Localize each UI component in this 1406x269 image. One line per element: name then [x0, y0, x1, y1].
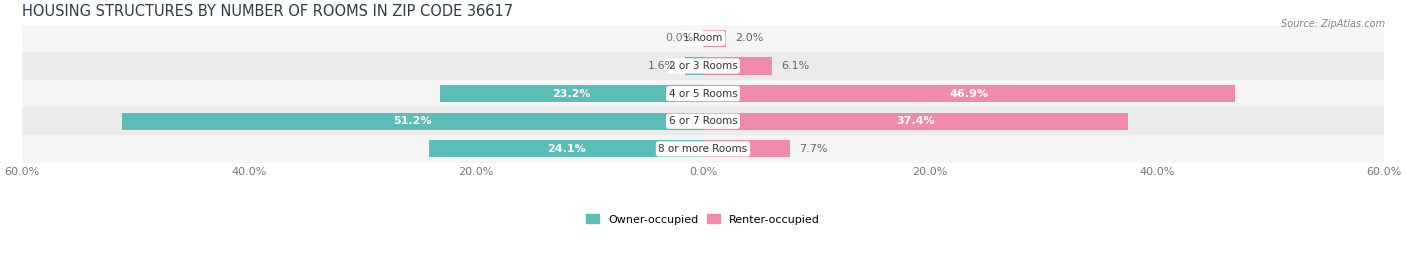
Text: 23.2%: 23.2% — [553, 89, 591, 99]
Text: 4 or 5 Rooms: 4 or 5 Rooms — [669, 89, 737, 99]
Text: 6.1%: 6.1% — [782, 61, 810, 71]
Bar — [703, 57, 772, 75]
Bar — [21, 107, 1385, 135]
Text: 7.7%: 7.7% — [800, 144, 828, 154]
Text: HOUSING STRUCTURES BY NUMBER OF ROOMS IN ZIP CODE 36617: HOUSING STRUCTURES BY NUMBER OF ROOMS IN… — [21, 4, 513, 19]
Bar — [440, 85, 703, 102]
Text: Source: ZipAtlas.com: Source: ZipAtlas.com — [1281, 19, 1385, 29]
Text: 24.1%: 24.1% — [547, 144, 585, 154]
Bar — [21, 52, 1385, 80]
Text: 1 Room: 1 Room — [683, 33, 723, 43]
Text: 2 or 3 Rooms: 2 or 3 Rooms — [669, 61, 737, 71]
Bar — [122, 113, 703, 130]
Text: 6 or 7 Rooms: 6 or 7 Rooms — [669, 116, 737, 126]
Text: 8 or more Rooms: 8 or more Rooms — [658, 144, 748, 154]
Bar — [703, 140, 790, 157]
Text: 37.4%: 37.4% — [896, 116, 935, 126]
Bar — [703, 30, 725, 47]
Bar — [21, 135, 1385, 163]
Legend: Owner-occupied, Renter-occupied: Owner-occupied, Renter-occupied — [581, 210, 825, 229]
Bar — [21, 24, 1385, 52]
Text: 51.2%: 51.2% — [394, 116, 432, 126]
Text: 0.0%: 0.0% — [665, 33, 695, 43]
Bar — [703, 113, 1128, 130]
Text: 1.6%: 1.6% — [648, 61, 676, 71]
Bar — [685, 57, 703, 75]
Bar — [429, 140, 703, 157]
Text: 46.9%: 46.9% — [949, 89, 988, 99]
Bar — [703, 85, 1236, 102]
Text: 2.0%: 2.0% — [735, 33, 763, 43]
Bar — [21, 80, 1385, 107]
